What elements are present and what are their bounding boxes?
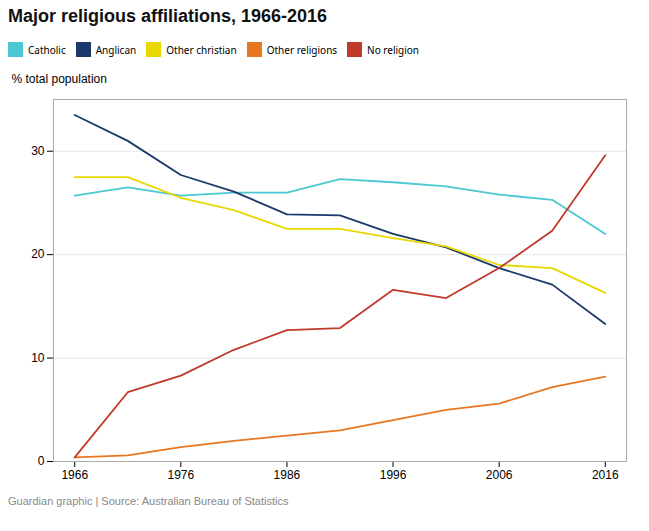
svg-text:10: 10 <box>31 351 45 365</box>
svg-text:% total population: % total population <box>12 72 107 86</box>
svg-text:20: 20 <box>31 247 45 261</box>
svg-text:1996: 1996 <box>380 468 407 482</box>
svg-text:1966: 1966 <box>61 468 88 482</box>
svg-text:1976: 1976 <box>167 468 194 482</box>
html-text:No religion: No religion <box>367 42 420 57</box>
html-text:Other religions: Other religions <box>266 42 338 57</box>
svg-text:1986: 1986 <box>274 468 301 482</box>
html-text:Guardian graphic | Source: Aus: Guardian graphic | Source: Australian Bu… <box>8 495 289 507</box>
svg-text:30: 30 <box>31 144 45 158</box>
html-text:Other christian: Other christian <box>166 42 237 57</box>
html-text:Anglican: Anglican <box>95 42 137 57</box>
svg-text:2016: 2016 <box>592 468 619 482</box>
svg-text:0: 0 <box>38 454 45 468</box>
html-text:Catholic: Catholic <box>28 42 66 57</box>
svg-text:2006: 2006 <box>486 468 513 482</box>
html-text:Major religious affiliations,: Major religious affiliations, 1966-2016 <box>8 6 328 26</box>
